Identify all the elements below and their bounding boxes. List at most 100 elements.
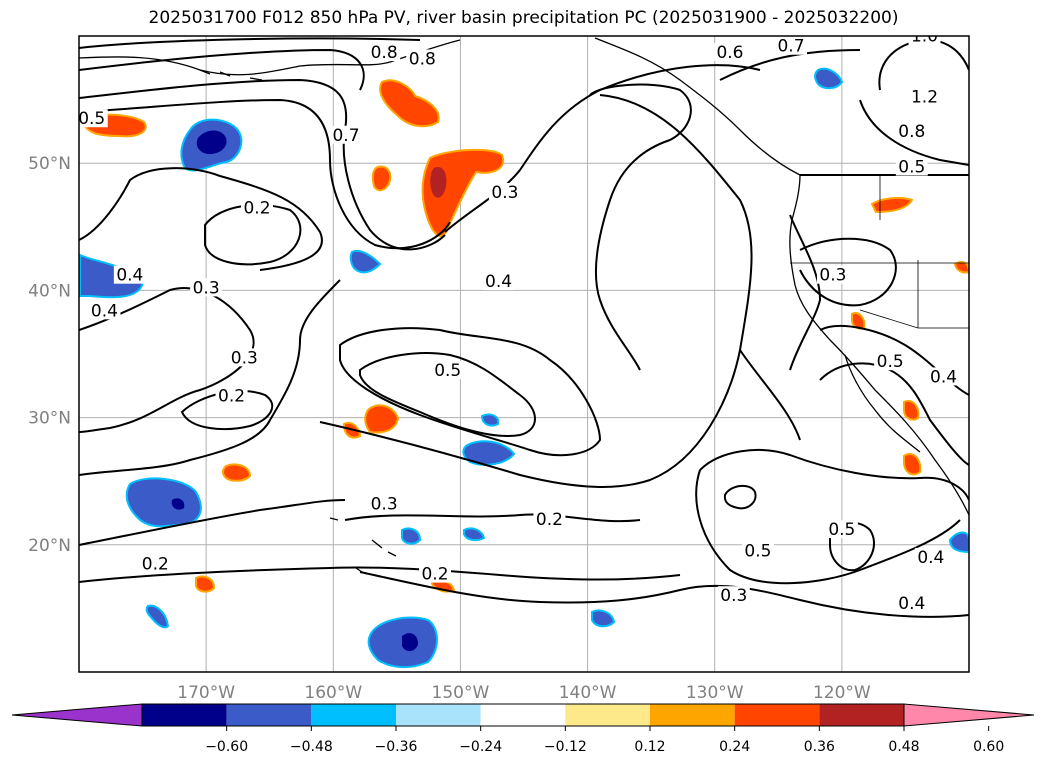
colorbar-segment	[565, 704, 650, 726]
precip-patch	[814, 67, 844, 90]
contour-label: 0.5	[78, 109, 105, 129]
pv-contour	[699, 449, 969, 501]
contour-label: 0.3	[819, 266, 846, 286]
contour-label-bg	[895, 593, 928, 612]
contour-label-bg	[482, 272, 515, 291]
lon-tick-label: 140°W	[559, 683, 617, 703]
contour-label-bg	[825, 520, 858, 539]
hawaii-islands	[329, 517, 397, 573]
contour-label-bg	[874, 352, 907, 371]
contour-label: 0.2	[142, 554, 169, 574]
contour-label-bg	[368, 43, 401, 62]
contour-label-bg	[895, 157, 928, 176]
coastlines	[79, 37, 969, 573]
aleutian-islands	[199, 69, 263, 81]
contour-label: 0.2	[536, 510, 563, 530]
colorbar-segment	[226, 704, 312, 726]
contour-label: 0.5	[828, 520, 855, 540]
precip-patch	[591, 609, 616, 628]
colorbar: −0.60 −0.48 −0.36 −0.24 −0.12 0.12 0.24 0.36 0.4…	[11, 703, 1035, 755]
precip-patch	[462, 440, 516, 466]
contour-label-bg	[488, 183, 521, 201]
precip-patch	[125, 477, 202, 528]
contour-label-bg	[816, 265, 849, 284]
contour-label-bg	[215, 386, 248, 405]
lon-tick-label: 170°W	[177, 683, 235, 703]
contour-label-bg	[908, 36, 941, 45]
contour-label: 0.2	[243, 198, 270, 218]
pv-contour	[344, 513, 641, 523]
pv-contour	[79, 98, 451, 250]
pv-contour	[79, 37, 421, 49]
contour-labels: 0.5 0.2 0.4 0.3 0.4 0.3 0.2 0.7 0.8 0.8 0.3 0.4 0.5 0…	[78, 36, 960, 614]
pv-contour	[79, 48, 365, 91]
colorbar-tick-label: −0.24	[459, 739, 502, 755]
contour-label-bg	[927, 367, 960, 386]
precip-patch	[903, 453, 922, 476]
colorbar-segment	[480, 704, 566, 726]
contour-label-bg	[895, 121, 928, 140]
colorbar-tick-label: 0.12	[634, 739, 665, 755]
colorbar-segment	[396, 704, 481, 726]
pv-contour	[789, 214, 822, 371]
alaska-southeast-coast	[594, 37, 801, 176]
pv-contour	[79, 499, 346, 546]
lon-tick-label: 150°W	[432, 683, 490, 703]
colorbar-segment	[311, 704, 396, 726]
precip-patch	[171, 498, 185, 510]
precip-patch	[379, 79, 440, 128]
precip-patch	[401, 527, 422, 545]
contour-label-bg	[113, 265, 146, 284]
pv-contour	[723, 484, 757, 510]
contour-label: 0.4	[898, 594, 925, 614]
north-america-coast	[789, 174, 969, 516]
contour-label: 0.3	[193, 278, 220, 298]
lat-tick-label: 50°N	[28, 154, 71, 174]
lat-tick-label: 30°N	[28, 409, 71, 429]
colorbar-tick-label: 0.36	[804, 739, 835, 755]
contour-label: 0.4	[917, 548, 944, 568]
map-title: 2025031700 F012 850 hPa PV, river basin …	[148, 8, 899, 28]
contour-label-bg	[139, 554, 172, 573]
contour-label: 0.5	[744, 542, 771, 562]
contour-label-bg	[717, 586, 750, 605]
contour-label-bg	[241, 198, 273, 217]
contour-label-bg	[190, 278, 223, 297]
colorbar-tick-label: −0.12	[544, 739, 587, 755]
colorbar-tick-label: −0.36	[375, 739, 418, 755]
precip-patch	[145, 604, 170, 629]
colorbar-frame	[141, 703, 905, 727]
colorbar-tick-label: −0.60	[205, 739, 248, 755]
contour-label: 0.8	[409, 49, 436, 69]
contour-label-bg	[713, 43, 746, 62]
colorbar-tick-label: −0.48	[290, 739, 333, 755]
colorbar-tick-label: 0.48	[888, 739, 919, 755]
lon-tick-label: 160°W	[304, 683, 362, 703]
colorbar-segment	[142, 704, 227, 726]
contour-label: 0.5	[434, 361, 461, 381]
contour-label: 0.3	[371, 495, 398, 515]
precip-patch	[463, 527, 486, 542]
pv-contour	[719, 49, 861, 81]
precip-patch	[222, 463, 252, 482]
pv-contour	[859, 99, 969, 166]
precip-patch	[349, 250, 382, 274]
colorbar-extend-high	[903, 703, 1035, 727]
contour-label-bg	[775, 36, 807, 55]
pv-contour	[695, 469, 961, 585]
axis-ticks: 170°W 160°W 150°W 140°W 130°W 120°W 20°N 30°N 40…	[28, 154, 871, 703]
lat-tick-label: 40°N	[28, 281, 71, 301]
contour-label: 0.7	[777, 37, 804, 57]
contour-label-bg	[368, 494, 401, 513]
contour-label: 0.4	[116, 266, 143, 286]
pv-contour	[79, 167, 323, 271]
precip-patch	[903, 400, 920, 421]
precipitation-shading	[79, 67, 969, 668]
precip-patch	[870, 196, 914, 214]
contour-label-bg	[406, 49, 439, 68]
state-borders	[790, 175, 969, 329]
contour-label-bg	[908, 87, 941, 106]
contour-label: 0.2	[218, 387, 245, 407]
pv-contour	[359, 571, 969, 618]
